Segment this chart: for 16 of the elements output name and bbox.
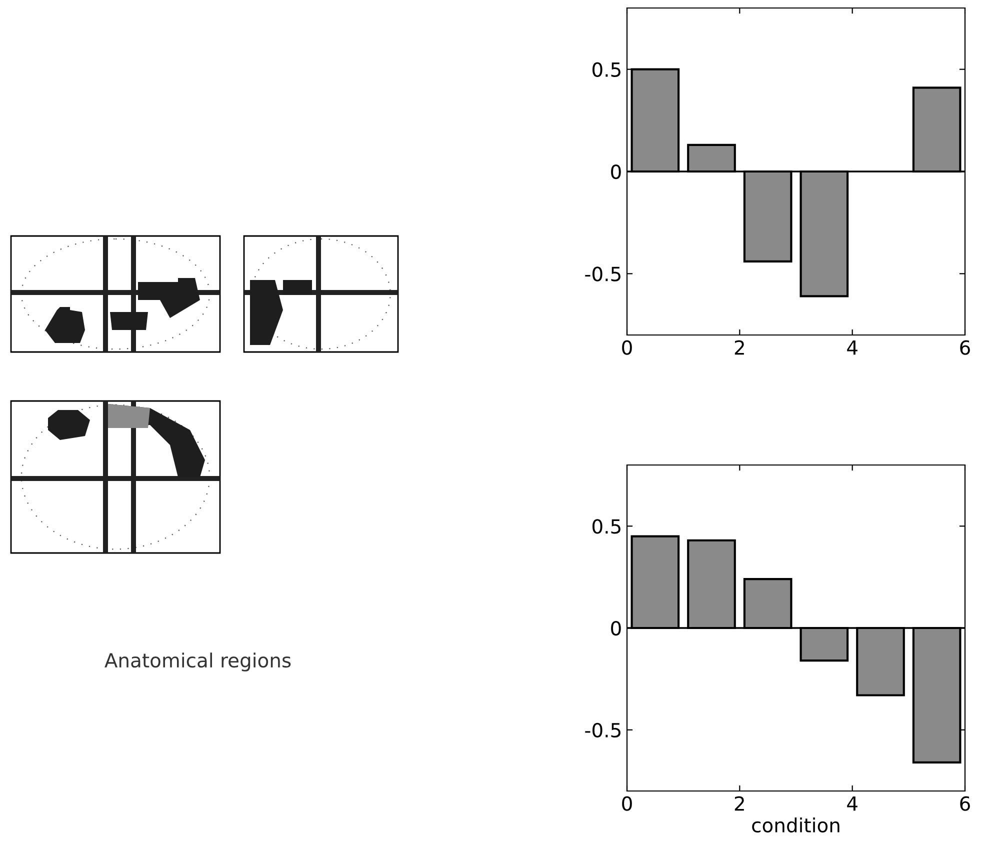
y-tick-label: 0	[611, 164, 621, 180]
x-tick-label: 2	[734, 796, 744, 811]
y-tick-label: 0	[611, 620, 621, 636]
y-tick-label: 0.5	[592, 519, 620, 534]
x-tick-label: 6	[960, 340, 970, 355]
text: Anatomical regions	[104, 652, 291, 672]
x-tick-label: 4	[847, 340, 858, 355]
x-tick-label: 0	[622, 796, 632, 811]
x-tick-label: 4	[847, 796, 858, 811]
x-tick-label: 2	[734, 340, 744, 355]
y-tick-label: -0.5	[585, 266, 620, 282]
y-tick-label: -0.5	[585, 722, 620, 738]
x-axis-title: condition	[752, 817, 840, 833]
x-tick-label: 6	[960, 796, 970, 811]
x-tick-label: 0	[622, 340, 632, 355]
y-tick-label: 0.5	[592, 62, 620, 77]
